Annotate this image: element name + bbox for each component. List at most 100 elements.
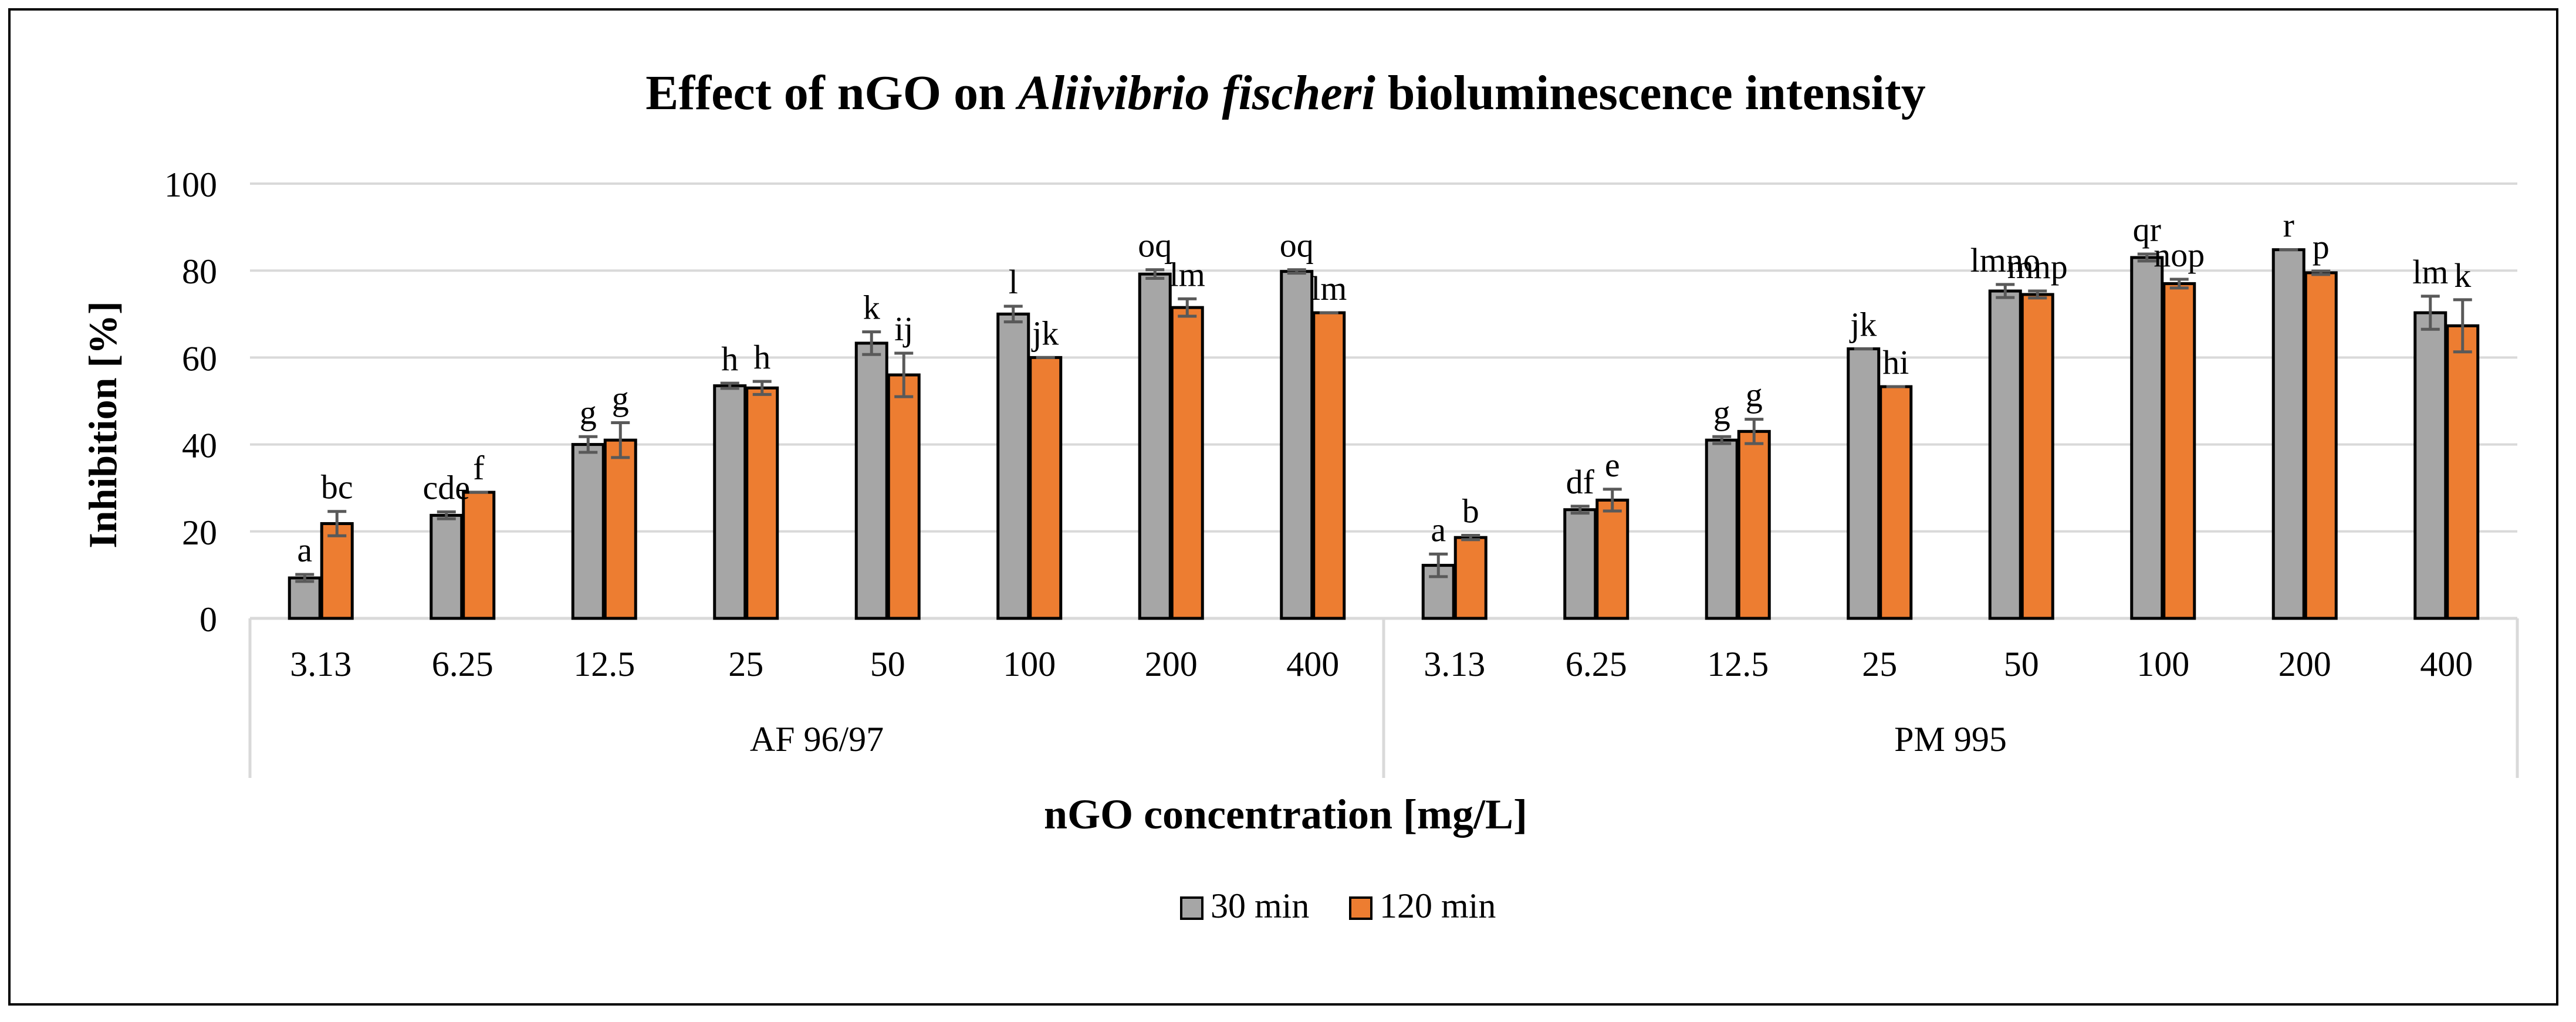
significance-label: lmno bbox=[1970, 241, 2040, 279]
legend-label-120min: 120 min bbox=[1380, 886, 1496, 925]
significance-label: lm bbox=[1169, 255, 1205, 293]
bar-30min bbox=[2130, 256, 2164, 620]
bar-30min bbox=[1138, 272, 1172, 620]
x-tick-label: 6.25 bbox=[432, 645, 493, 683]
bar-30min bbox=[1563, 508, 1597, 620]
bar-120min bbox=[1453, 536, 1488, 620]
bar-120min bbox=[2020, 293, 2054, 620]
bar-120min bbox=[1595, 498, 1630, 620]
legend-swatch-120min bbox=[1349, 896, 1372, 920]
y-tick-label: 80 bbox=[182, 252, 217, 291]
significance-label: k bbox=[863, 289, 880, 327]
bar-120min bbox=[2446, 324, 2480, 620]
x-tick-label: 50 bbox=[2004, 645, 2039, 683]
y-tick-label: 40 bbox=[182, 427, 217, 465]
significance-label: lm bbox=[2412, 253, 2448, 291]
significance-label: mnp bbox=[2007, 248, 2068, 286]
significance-label: nop bbox=[2154, 236, 2205, 274]
y-tick-label: 20 bbox=[182, 513, 217, 552]
y-tick-label: 60 bbox=[182, 339, 217, 378]
bar-30min bbox=[996, 312, 1030, 620]
x-tick-label: 100 bbox=[2136, 645, 2189, 683]
significance-label: jk bbox=[1031, 314, 1059, 352]
significance-label: l bbox=[1009, 263, 1018, 301]
legend: 30 min 120 min bbox=[1180, 886, 1496, 925]
bar-120min bbox=[320, 522, 354, 620]
chart-title-italic: Aliivibrio fischeri bbox=[1015, 66, 1375, 120]
x-tick-label: 400 bbox=[2420, 645, 2473, 683]
bar-30min bbox=[571, 443, 605, 620]
significance-label: g bbox=[1746, 376, 1763, 414]
significance-label: g bbox=[1713, 393, 1730, 431]
x-tick-label: 200 bbox=[1145, 645, 1198, 683]
chart-title-prefix: Effect of nGO on bbox=[645, 66, 1018, 120]
bar-120min bbox=[2304, 271, 2338, 620]
bar-120min bbox=[2162, 282, 2196, 620]
significance-label: cde bbox=[423, 468, 471, 506]
legend-swatch-30min bbox=[1180, 896, 1204, 920]
significance-label: f bbox=[473, 449, 485, 487]
significance-label: df bbox=[1566, 463, 1595, 501]
bar-30min bbox=[1988, 289, 2022, 620]
bar-120min bbox=[1029, 356, 1063, 620]
x-tick-label: 100 bbox=[1003, 645, 1056, 683]
bar-30min bbox=[713, 384, 747, 620]
bar-30min bbox=[1280, 270, 1314, 620]
legend-label-30min: 30 min bbox=[1211, 886, 1309, 925]
y-axis-label: Inhibition [%] bbox=[80, 301, 125, 548]
x-tick-label: 200 bbox=[2278, 645, 2331, 683]
significance-label: bc bbox=[321, 468, 353, 506]
bar-30min bbox=[854, 341, 888, 620]
x-axis-label: nGO concentration [mg/L] bbox=[1044, 791, 1527, 838]
chart-svg: 0 20 40 60 80 100 AF 96/97 3.13 6.25 12.5 25 50 100 2… bbox=[80, 66, 2519, 925]
x-tick-label: 25 bbox=[1862, 645, 1897, 683]
significance-label: r bbox=[2283, 207, 2294, 245]
bar-120min bbox=[745, 386, 779, 620]
significance-label: a bbox=[1431, 510, 1446, 549]
chart-title: Effect of nGO on Aliivibrio fischeri bio… bbox=[645, 66, 1926, 120]
bar-120min bbox=[1737, 429, 1771, 620]
x-tick-label: 12.5 bbox=[573, 645, 635, 683]
bar-30min bbox=[1705, 438, 1739, 620]
bar-120min bbox=[887, 373, 921, 620]
bar-120min bbox=[462, 490, 496, 620]
significance-label: b bbox=[1462, 492, 1479, 530]
significance-label: p bbox=[2313, 228, 2330, 266]
significance-label: qr bbox=[2133, 211, 2161, 249]
x-tick-label: 12.5 bbox=[1707, 645, 1769, 683]
significance-label: oq bbox=[1138, 226, 1172, 265]
x-tick-label: 3.13 bbox=[1424, 645, 1485, 683]
group-label: PM 995 bbox=[1894, 720, 2007, 759]
significance-label: a bbox=[297, 531, 312, 569]
significance-label: oq bbox=[1280, 226, 1314, 265]
bar-30min bbox=[1847, 347, 1881, 620]
significance-label: lm bbox=[1311, 269, 1347, 307]
bar-layer bbox=[288, 248, 2480, 620]
bar-120min bbox=[1312, 311, 1346, 620]
bar-120min bbox=[1879, 385, 1913, 620]
bar-120min bbox=[1170, 306, 1204, 620]
significance-label: ij bbox=[894, 310, 913, 348]
bar-120min bbox=[603, 438, 637, 620]
bar-30min bbox=[2413, 311, 2447, 620]
bar-30min bbox=[2271, 248, 2305, 620]
significance-label: k bbox=[2454, 256, 2471, 295]
x-tick-label: 50 bbox=[870, 645, 905, 683]
y-tick-label: 0 bbox=[200, 600, 217, 639]
significance-label: h bbox=[753, 338, 770, 376]
bar-30min bbox=[430, 513, 464, 620]
y-tick-label: 100 bbox=[164, 165, 217, 204]
significance-label: g bbox=[612, 380, 629, 418]
significance-label: e bbox=[1605, 446, 1620, 484]
x-tick-label: 25 bbox=[728, 645, 763, 683]
significance-label: h bbox=[721, 340, 738, 378]
x-tick-label: 400 bbox=[1286, 645, 1339, 683]
chart-title-suffix: bioluminescence intensity bbox=[1375, 66, 1926, 120]
significance-label: g bbox=[580, 393, 597, 431]
chart-frame: 0 20 40 60 80 100 AF 96/97 3.13 6.25 12.5 25 50 100 2… bbox=[8, 8, 2558, 1006]
x-tick-label: 3.13 bbox=[290, 645, 351, 683]
x-tick-label: 6.25 bbox=[1566, 645, 1627, 683]
bar-30min bbox=[288, 576, 322, 620]
significance-label: jk bbox=[1849, 306, 1877, 344]
